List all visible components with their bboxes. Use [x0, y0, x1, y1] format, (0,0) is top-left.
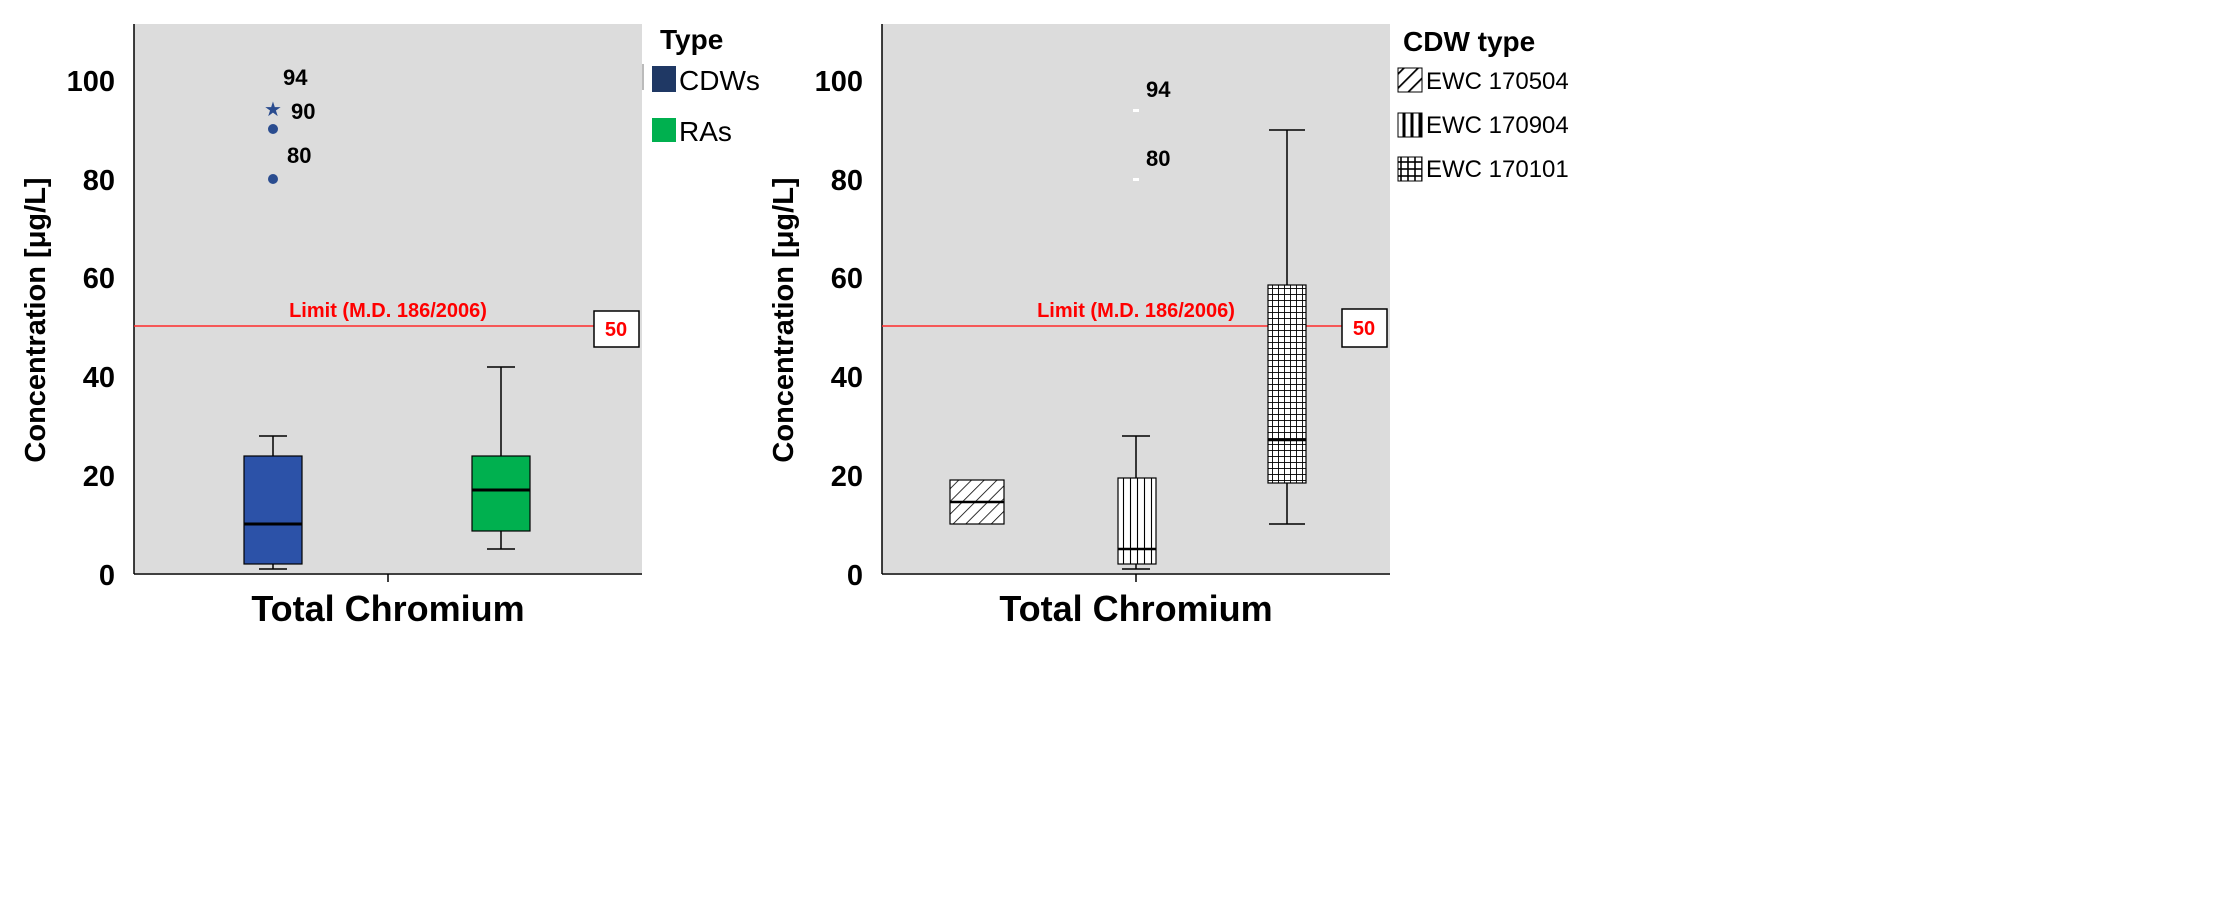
limit-value-box	[1341, 308, 1388, 348]
y-tick-label: 80	[831, 165, 863, 197]
y-tick-label: 60	[83, 263, 115, 295]
y-tick-label: 0	[99, 560, 115, 592]
solid-swatch-icon	[652, 118, 676, 142]
box-iqr	[243, 455, 303, 565]
box-iqr	[1117, 477, 1157, 565]
legend-item-label: CDWs	[679, 65, 760, 96]
box-ewc-170101	[1267, 129, 1307, 525]
legend: CDW type EWC 170504 EWC 170904 EWC 17010…	[1397, 26, 1569, 183]
outlier-label: 90	[291, 99, 315, 124]
vertical-stripe-icon	[1397, 112, 1423, 138]
chart-left: 0 20 40 60 80 100 Concentration [μg/L] T…	[20, 24, 760, 629]
y-axis-label: Concentration [μg/L]	[768, 177, 800, 462]
legend: Type CDWs RAs	[642, 24, 760, 147]
y-tick-label: 100	[815, 66, 863, 98]
limit-value: 50	[605, 319, 627, 341]
y-tick-label: 100	[67, 66, 115, 98]
outlier-point	[1133, 109, 1139, 112]
x-axis-label: Total Chromium	[251, 588, 524, 629]
y-tick-label: 20	[831, 461, 863, 493]
box-iqr	[471, 455, 531, 532]
y-axis-label: Concentration [μg/L]	[20, 177, 52, 462]
y-tick-label: 0	[847, 560, 863, 592]
limit-label: Limit (M.D. 186/2006)	[289, 300, 487, 322]
legend-item-label: RAs	[679, 116, 732, 147]
box-ewc-170904: 94 80	[1117, 77, 1171, 570]
outlier-point	[268, 124, 278, 134]
diagonal-hatch-icon	[1397, 67, 1423, 93]
box-cdws: ★ 94 90 80	[243, 65, 315, 570]
outlier-label: 80	[1146, 146, 1170, 171]
outlier-label: 80	[287, 143, 311, 168]
legend-title: CDW type	[1403, 26, 1535, 57]
outlier-star: ★	[264, 97, 282, 121]
y-tick-label: 80	[83, 165, 115, 197]
legend-item-label: EWC 170904	[1426, 112, 1569, 139]
legend-title: Type	[660, 24, 723, 55]
plot-area	[134, 24, 642, 573]
box-iqr	[1267, 284, 1307, 484]
legend-item-label: EWC 170101	[1426, 156, 1569, 183]
legend-item-label: EWC 170504	[1426, 68, 1569, 95]
y-tick-label: 20	[83, 461, 115, 493]
y-tick-label: 40	[831, 362, 863, 394]
limit-label: Limit (M.D. 186/2006)	[1037, 300, 1235, 322]
grid-hatch-icon	[1397, 156, 1423, 182]
chart-right: 0 20 40 60 80 100 Concentration [μg/L] T…	[768, 24, 1569, 629]
box-ras	[471, 366, 531, 550]
outlier-point	[268, 174, 278, 184]
box-ewc-170504	[949, 479, 1005, 525]
limit-value-box	[593, 310, 640, 348]
x-axis-label: Total Chromium	[999, 588, 1272, 629]
y-tick-label: 40	[83, 362, 115, 394]
limit-value: 50	[1353, 318, 1375, 340]
y-ticks: 0 20 40 60 80 100	[815, 66, 863, 592]
outlier-point	[1133, 178, 1139, 181]
y-tick-label: 60	[831, 263, 863, 295]
outlier-label: 94	[1146, 77, 1171, 102]
solid-swatch-icon	[652, 66, 676, 92]
y-ticks: 0 20 40 60 80 100	[67, 66, 115, 592]
outlier-label: 94	[283, 65, 308, 90]
